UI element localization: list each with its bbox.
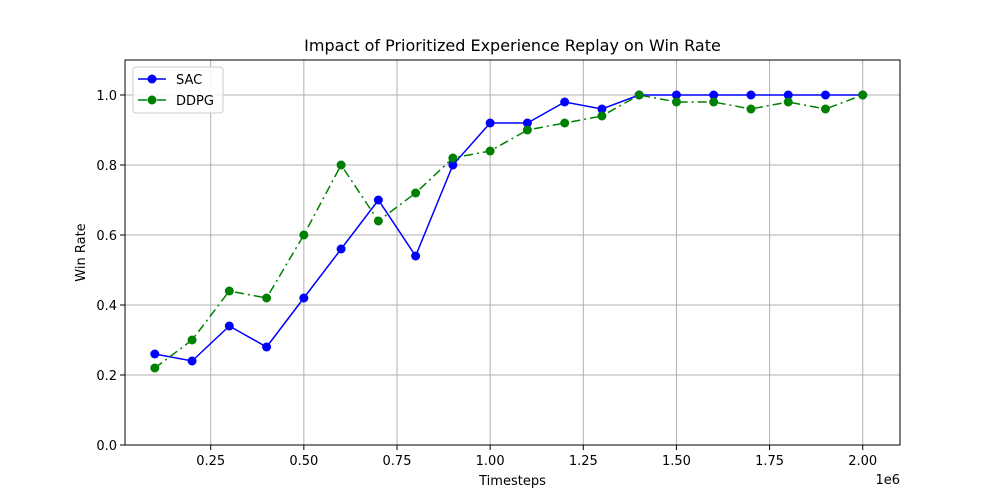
data-point-ddpg: [634, 90, 644, 100]
y-tick-label: 0.0: [96, 439, 117, 454]
y-tick-label: 0.8: [96, 159, 117, 174]
data-point-sac: [150, 349, 160, 359]
data-point-ddpg: [858, 90, 868, 100]
data-point-ddpg: [187, 335, 197, 345]
data-point-ddpg: [448, 153, 458, 163]
legend-label-sac: SAC: [176, 73, 202, 88]
data-point-sac: [262, 342, 272, 352]
data-point-sac: [373, 195, 383, 205]
legend-label-ddpg: DDPG: [176, 94, 214, 109]
x-tick-label: 1.75: [755, 454, 784, 469]
data-point-sac: [671, 90, 681, 100]
data-point-ddpg: [522, 125, 532, 135]
data-point-sac: [336, 244, 346, 254]
data-point-sac: [560, 97, 570, 107]
x-tick-label: 0.50: [289, 454, 318, 469]
y-tick-label: 0.6: [96, 229, 117, 244]
series-line-sac: [154, 94, 863, 362]
x-tick-label: 0.75: [383, 454, 412, 469]
data-point-sac: [746, 90, 756, 100]
data-point-ddpg: [411, 188, 421, 198]
x-tick-label: 1.50: [662, 454, 691, 469]
x-tick-label: 2.00: [848, 454, 877, 469]
data-point-ddpg: [485, 146, 495, 156]
y-tick-label: 0.2: [96, 369, 117, 384]
data-point-sac: [820, 90, 830, 100]
data-point-sac: [411, 251, 421, 261]
x-tick-label: 0.25: [196, 454, 225, 469]
series-layer: [150, 90, 868, 373]
data-point-sac: [485, 118, 495, 128]
data-point-sac: [522, 118, 532, 128]
x-axis-title: Timesteps: [478, 474, 546, 489]
data-point-sac: [597, 104, 607, 114]
data-point-ddpg: [150, 363, 160, 373]
data-point-sac: [224, 321, 234, 331]
data-point-ddpg: [373, 216, 383, 226]
data-point-ddpg: [820, 104, 830, 114]
legend: SAC DDPG: [132, 66, 224, 114]
data-point-ddpg: [746, 104, 756, 114]
series-ddpg: [150, 90, 868, 373]
data-point-ddpg: [597, 111, 607, 121]
y-axis-title: Win Rate: [74, 223, 89, 281]
data-point-sac: [448, 160, 458, 170]
data-point-ddpg: [671, 97, 681, 107]
y-tick-label: 1.0: [96, 89, 117, 104]
data-point-sac: [187, 356, 197, 366]
data-point-ddpg: [224, 286, 234, 296]
data-point-ddpg: [783, 97, 793, 107]
legend-marker-sac: [147, 74, 157, 84]
x-tick-label: 1.00: [476, 454, 505, 469]
data-point-ddpg: [336, 160, 346, 170]
y-tick-label: 0.4: [96, 299, 117, 314]
data-point-ddpg: [560, 118, 570, 128]
x-axis-offset-label: 1e6: [875, 473, 900, 488]
x-tick-label: 1.25: [569, 454, 598, 469]
data-point-sac: [709, 90, 719, 100]
data-point-sac: [783, 90, 793, 100]
legend-marker-ddpg: [147, 95, 157, 105]
series-line-ddpg: [154, 94, 863, 369]
data-point-ddpg: [709, 97, 719, 107]
axis-ticks: 0.25 0.50 0.75 1.00 1.25 1.50 1.75 2.00 0.0 0.2 0.…: [96, 89, 877, 469]
data-point-sac: [299, 293, 309, 303]
plot-frame: [124, 59, 901, 446]
chart-title: Impact of Prioritized Experience Replay …: [304, 36, 721, 55]
data-point-ddpg: [262, 293, 272, 303]
data-point-ddpg: [299, 230, 309, 240]
